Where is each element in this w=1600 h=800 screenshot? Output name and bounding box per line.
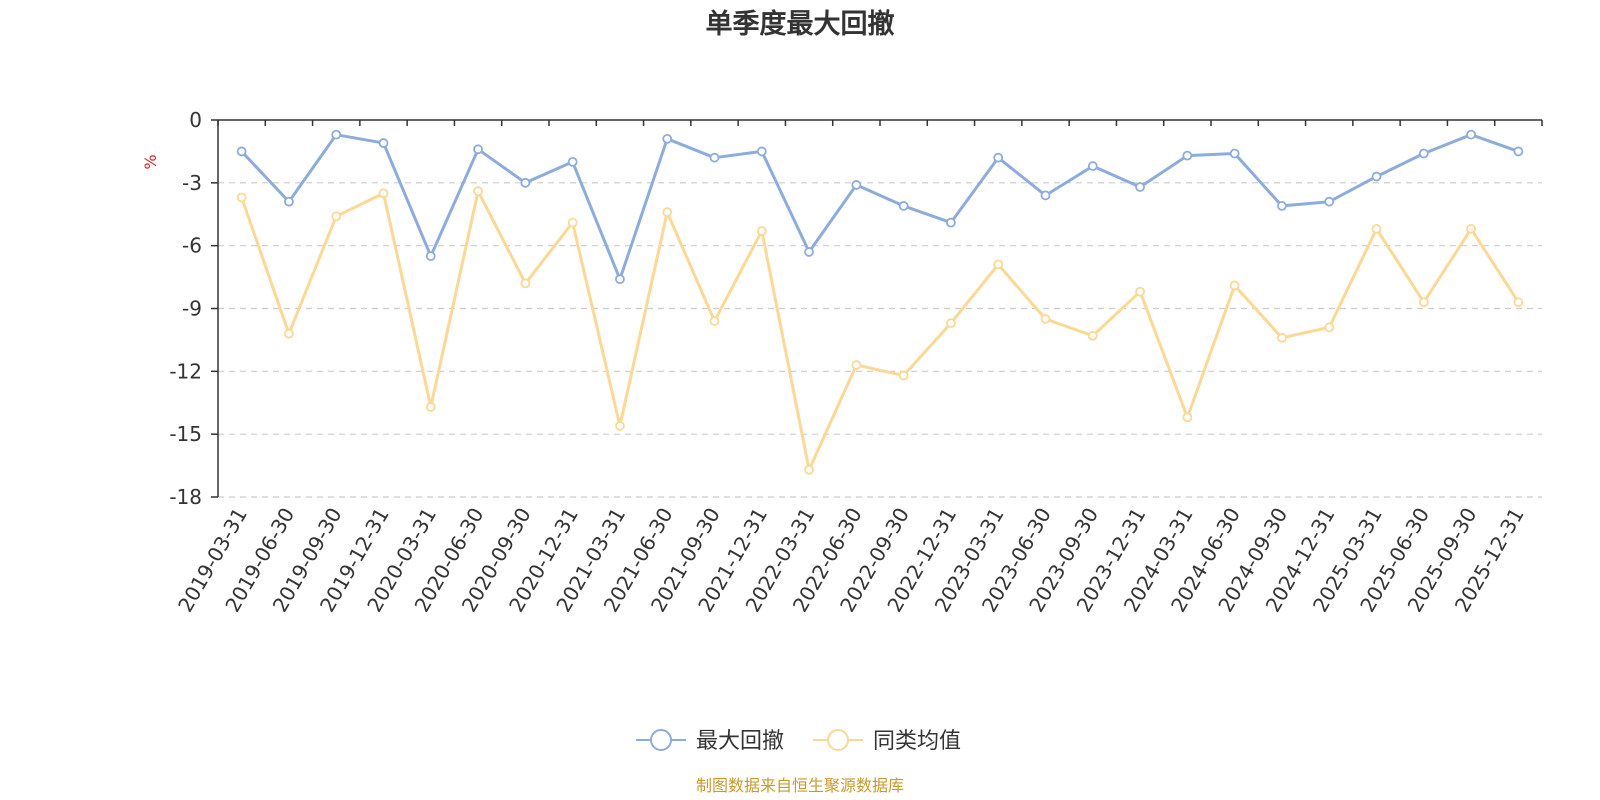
data-point [898, 370, 909, 381]
y-tick-label: -3 [182, 171, 202, 195]
data-point [1135, 182, 1145, 192]
data-point [331, 211, 342, 222]
data-point [1371, 171, 1382, 182]
data-point [236, 192, 247, 203]
data-point [567, 217, 578, 228]
data-point [993, 259, 1004, 270]
data-point [378, 138, 389, 148]
series-group [236, 129, 1524, 475]
data-point [851, 180, 862, 190]
data-point [567, 156, 578, 167]
data-point [946, 318, 956, 329]
data-point [1418, 148, 1429, 159]
y-tick-label: -12 [169, 359, 202, 383]
data-point [804, 464, 814, 475]
data-point [331, 129, 342, 140]
data-point [615, 420, 625, 431]
data-point [378, 188, 389, 199]
data-point [1324, 196, 1335, 207]
data-point [898, 200, 909, 211]
data-point [284, 196, 294, 207]
legend-marker-series1 [650, 729, 672, 751]
data-source-note: 制图数据来自恒生聚源数据库 [696, 776, 904, 795]
legend-label-series1: 最大回撤 [696, 729, 784, 754]
legend-marker-series2 [827, 729, 849, 751]
y-tick-label: 0 [189, 108, 202, 132]
data-point [1418, 297, 1429, 308]
series-1 [236, 129, 1524, 285]
data-point [1229, 148, 1240, 159]
data-point [756, 226, 767, 236]
data-point [1277, 200, 1287, 211]
data-point [1087, 330, 1098, 341]
legend-item-series1[interactable]: 最大回撤 [636, 729, 784, 754]
y-tick-label: -15 [169, 422, 202, 446]
data-point [1040, 190, 1051, 201]
data-point [1087, 161, 1098, 171]
data-point [1277, 332, 1287, 343]
data-point [1040, 314, 1051, 324]
data-point [662, 133, 673, 144]
series-1-line [240, 133, 1519, 281]
data-point [236, 146, 247, 157]
y-axis-unit: % [141, 154, 160, 169]
data-point [993, 152, 1004, 163]
series-2 [236, 186, 1524, 475]
data-point [946, 217, 956, 228]
data-point [709, 316, 720, 326]
data-point [1466, 129, 1476, 140]
data-point [425, 402, 436, 412]
data-point [1371, 224, 1382, 234]
data-point [1135, 286, 1145, 297]
x-tick-labels: 2019-03-312019-06-302019-09-302019-12-31… [173, 503, 1529, 616]
data-point [615, 274, 625, 285]
data-point [756, 146, 767, 157]
y-tick-label: -9 [182, 297, 202, 321]
y-tick-label: -6 [182, 234, 202, 258]
data-point [1182, 150, 1193, 161]
data-point [1513, 146, 1524, 157]
data-point [804, 247, 814, 257]
data-point [520, 177, 531, 188]
data-point [709, 152, 720, 163]
data-point [284, 328, 294, 339]
data-point [851, 360, 862, 370]
data-point [1229, 280, 1240, 291]
data-point [1324, 322, 1335, 333]
legend-item-series2[interactable]: 同类均值 [813, 729, 961, 754]
data-point [1513, 297, 1524, 308]
y-tick-label: -18 [169, 485, 202, 509]
chart-title: 单季度最大回撤 [706, 8, 895, 40]
y-tick-labels: 0 -3 -6 -9 -12 -15 -18 [169, 108, 218, 509]
data-point [425, 251, 436, 262]
data-point [520, 278, 531, 289]
data-point [473, 144, 483, 155]
data-point [662, 207, 673, 218]
data-point [1182, 412, 1193, 423]
data-point [473, 186, 483, 197]
legend[interactable]: 最大回撤 同类均值 [636, 729, 961, 754]
legend-label-series2: 同类均值 [873, 729, 961, 754]
series-2-line [240, 189, 1520, 472]
data-point [1466, 224, 1476, 234]
